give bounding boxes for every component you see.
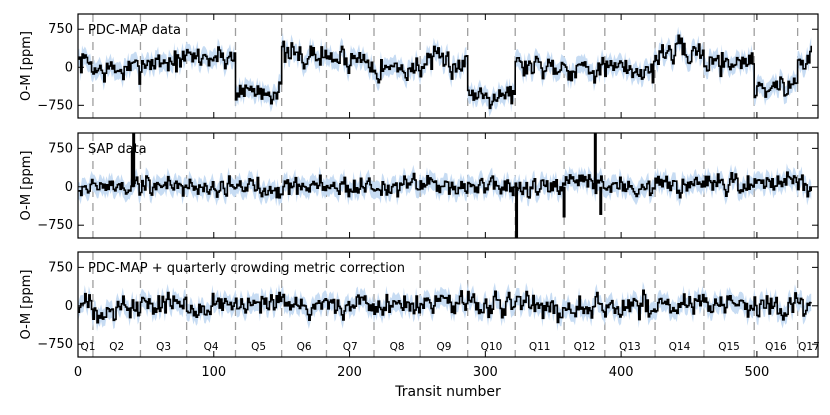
x-axis-label: Transit number	[394, 384, 501, 400]
y-tick-label: −750	[37, 337, 73, 352]
quarter-label: Q11	[529, 341, 551, 353]
panel-title: PDC-MAP + quarterly crowding metric corr…	[88, 261, 405, 276]
y-axis-label: O-M [ppm]	[19, 31, 34, 101]
data-series	[78, 26, 813, 117]
quarter-label: Q2	[109, 341, 124, 353]
om-step-line	[78, 289, 813, 324]
y-tick-label: −750	[37, 218, 73, 233]
y-tick-label: 0	[65, 60, 73, 75]
quarter-label: Q15	[718, 341, 740, 353]
quarter-label: Q1	[81, 341, 96, 353]
x-tick-label: 0	[74, 365, 82, 380]
panel-title: PDC-MAP data	[88, 23, 181, 38]
quarter-label: Q6	[297, 341, 312, 353]
y-axis-label: O-M [ppm]	[19, 270, 34, 340]
panel-frame	[77, 13, 819, 119]
y-tick-label: 750	[48, 141, 73, 156]
quarter-label: Q4	[204, 341, 219, 353]
y-tick-label: 0	[65, 180, 73, 195]
quarter-label: Q14	[669, 341, 691, 353]
error-band	[78, 281, 812, 332]
quarter-label: Q3	[156, 341, 171, 353]
quarter-label: Q17	[798, 341, 820, 353]
y-tick-label: 750	[48, 22, 73, 37]
x-tick-label: 100	[201, 365, 226, 380]
quarter-label: Q9	[436, 341, 451, 353]
y-tick-label: 750	[48, 260, 73, 275]
quarter-label: Q7	[343, 341, 358, 353]
quarter-label: Q16	[765, 341, 787, 353]
y-axis-label: O-M [ppm]	[19, 151, 34, 221]
panel-frame	[77, 251, 819, 358]
quarter-label: Q5	[251, 341, 266, 353]
x-tick-label: 400	[609, 365, 634, 380]
y-tick-label: −750	[37, 98, 73, 113]
panel-title: SAP data	[88, 142, 147, 157]
error-band	[78, 26, 812, 117]
quarter-label: Q8	[390, 341, 405, 353]
quarter-label: Q12	[574, 341, 596, 353]
x-tick-label: 300	[473, 365, 498, 380]
om-step-line	[78, 34, 813, 110]
y-tick-label: 0	[65, 299, 73, 314]
data-series	[78, 281, 813, 332]
quarter-label: Q10	[481, 341, 503, 353]
om-step-line	[78, 171, 813, 199]
quarter-label: Q13	[619, 341, 641, 353]
x-tick-label: 500	[744, 365, 769, 380]
data-series	[78, 133, 813, 238]
x-tick-label: 200	[337, 365, 362, 380]
panel-frame	[77, 132, 819, 239]
